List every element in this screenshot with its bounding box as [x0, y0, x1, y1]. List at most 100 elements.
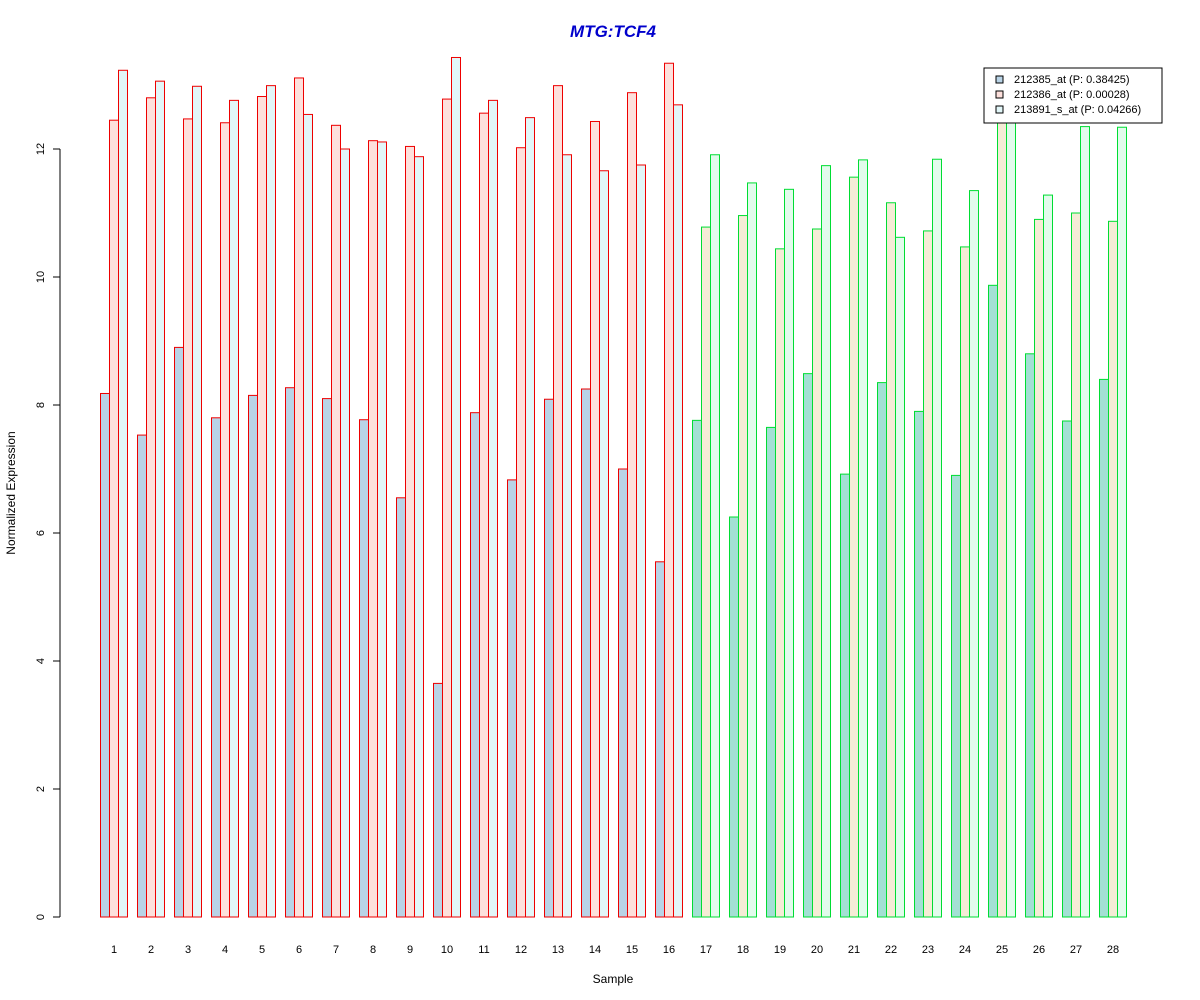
bar-sample-8-series-3: [377, 141, 387, 918]
x-tick-label: 20: [811, 944, 823, 956]
bar-sample-7-series-3: [340, 148, 350, 918]
x-tick-label: 13: [552, 944, 564, 956]
x-tick-label: 21: [848, 944, 860, 956]
bar-sample-22-series-1: [877, 382, 887, 918]
bar-sample-6-series-1: [285, 387, 295, 918]
x-tick-label: 6: [296, 944, 302, 956]
bar-sample-3-series-1: [174, 346, 184, 918]
bar-sample-25-series-3: [1006, 97, 1016, 918]
bar-sample-24-series-2: [960, 246, 970, 918]
y-tick-label: 6: [35, 530, 47, 536]
bar-sample-19-series-2: [775, 248, 785, 918]
bar-sample-16-series-2: [664, 62, 674, 918]
legend-entry-1: 212385_at (P: 0.38425): [1014, 74, 1130, 86]
bar-sample-7-series-1: [322, 398, 332, 918]
bar-sample-5-series-2: [257, 96, 267, 918]
x-tick-label: 24: [959, 944, 971, 956]
bar-sample-22-series-3: [895, 236, 905, 918]
bar-sample-1-series-3: [118, 69, 128, 918]
bar-sample-23-series-3: [932, 158, 942, 918]
x-tick-label: 7: [333, 944, 339, 956]
legend-swatch-1: [995, 75, 1004, 84]
bar-sample-21-series-2: [849, 176, 859, 918]
x-tick-label: 16: [663, 944, 675, 956]
bar-sample-20-series-3: [821, 165, 831, 918]
bar-sample-16-series-1: [655, 561, 665, 918]
bar-sample-12-series-3: [525, 117, 535, 918]
bar-sample-4-series-1: [211, 417, 221, 918]
bar-sample-19-series-3: [784, 188, 794, 918]
x-axis-title: Sample: [593, 972, 634, 986]
bars-layer: [100, 56, 1127, 918]
bar-sample-18-series-1: [729, 516, 739, 918]
bar-sample-9-series-3: [414, 156, 424, 918]
bar-sample-15-series-2: [627, 92, 637, 918]
bar-sample-1-series-2: [109, 119, 119, 918]
y-tick-label: 10: [35, 271, 47, 283]
bar-sample-4-series-2: [220, 122, 230, 918]
bar-sample-28-series-3: [1117, 126, 1127, 918]
bar-sample-26-series-2: [1034, 218, 1044, 918]
bar-sample-17-series-2: [701, 226, 711, 918]
bar-sample-6-series-2: [294, 77, 304, 918]
bar-sample-10-series-1: [433, 682, 443, 918]
x-tick-label: 25: [996, 944, 1008, 956]
legend-entry-3: 213891_s_at (P: 0.04266): [1014, 104, 1141, 116]
x-tick-label: 10: [441, 944, 453, 956]
bar-sample-9-series-1: [396, 497, 406, 918]
bar-sample-23-series-2: [923, 230, 933, 918]
bar-sample-28-series-1: [1099, 378, 1109, 918]
bar-sample-23-series-1: [914, 410, 924, 918]
x-tick-label: 9: [407, 944, 413, 956]
bar-sample-20-series-1: [803, 373, 813, 918]
bar-sample-16-series-3: [673, 104, 683, 918]
bar-sample-2-series-1: [137, 434, 147, 918]
x-tick-label: 12: [515, 944, 527, 956]
bar-sample-18-series-2: [738, 215, 748, 918]
bar-sample-7-series-2: [331, 124, 341, 918]
y-tick-label: 4: [35, 658, 47, 664]
bar-sample-28-series-2: [1108, 220, 1118, 918]
bar-sample-20-series-2: [812, 228, 822, 918]
bar-sample-14-series-2: [590, 120, 600, 918]
bar-sample-8-series-1: [359, 419, 369, 918]
bar-sample-17-series-1: [692, 419, 702, 918]
x-tick-label: 5: [259, 944, 265, 956]
x-tick-label: 15: [626, 944, 638, 956]
bar-sample-2-series-3: [155, 80, 165, 918]
x-tick-label: 11: [478, 944, 489, 956]
legend: 212385_at (P: 0.38425) 212386_at (P: 0.00…: [983, 67, 1163, 124]
bar-sample-19-series-1: [766, 426, 776, 918]
legend-swatch-2: [995, 90, 1004, 99]
x-tick-label: 27: [1070, 944, 1082, 956]
bar-sample-5-series-1: [248, 394, 258, 918]
x-tick-labels: 1 2 3 4 5 6 7 8 9 10 11 12 13 14 15 16 17 18 19 20 21 22 23 24 2…: [111, 944, 1119, 956]
bar-sample-14-series-1: [581, 388, 591, 918]
bar-sample-10-series-2: [442, 98, 452, 918]
bar-sample-4-series-3: [229, 99, 239, 918]
bar-sample-22-series-2: [886, 202, 896, 918]
bar-sample-6-series-3: [303, 113, 313, 918]
bar-sample-24-series-3: [969, 190, 979, 918]
x-tick-label: 26: [1033, 944, 1045, 956]
y-axis-title: Normalized Expression: [4, 431, 18, 554]
x-tick-label: 8: [370, 944, 376, 956]
bar-sample-17-series-3: [710, 154, 720, 918]
bar-sample-8-series-2: [368, 140, 378, 918]
bar-sample-18-series-3: [747, 182, 757, 918]
bar-sample-26-series-3: [1043, 194, 1053, 918]
bar-sample-10-series-3: [451, 56, 461, 918]
bar-sample-14-series-3: [599, 170, 609, 918]
x-tick-label: 18: [737, 944, 749, 956]
bar-sample-13-series-3: [562, 154, 572, 918]
x-tick-label: 1: [111, 944, 117, 956]
legend-box: [983, 67, 1163, 124]
bar-sample-25-series-1: [988, 284, 998, 918]
bar-sample-21-series-1: [840, 473, 850, 918]
x-tick-label: 17: [700, 944, 712, 956]
bar-sample-24-series-1: [951, 474, 961, 918]
bar-sample-27-series-3: [1080, 126, 1090, 918]
bar-sample-2-series-2: [146, 97, 156, 918]
y-tick-label: 12: [35, 143, 47, 155]
y-axis: 0 2 4 6 8 10 12: [35, 143, 61, 920]
